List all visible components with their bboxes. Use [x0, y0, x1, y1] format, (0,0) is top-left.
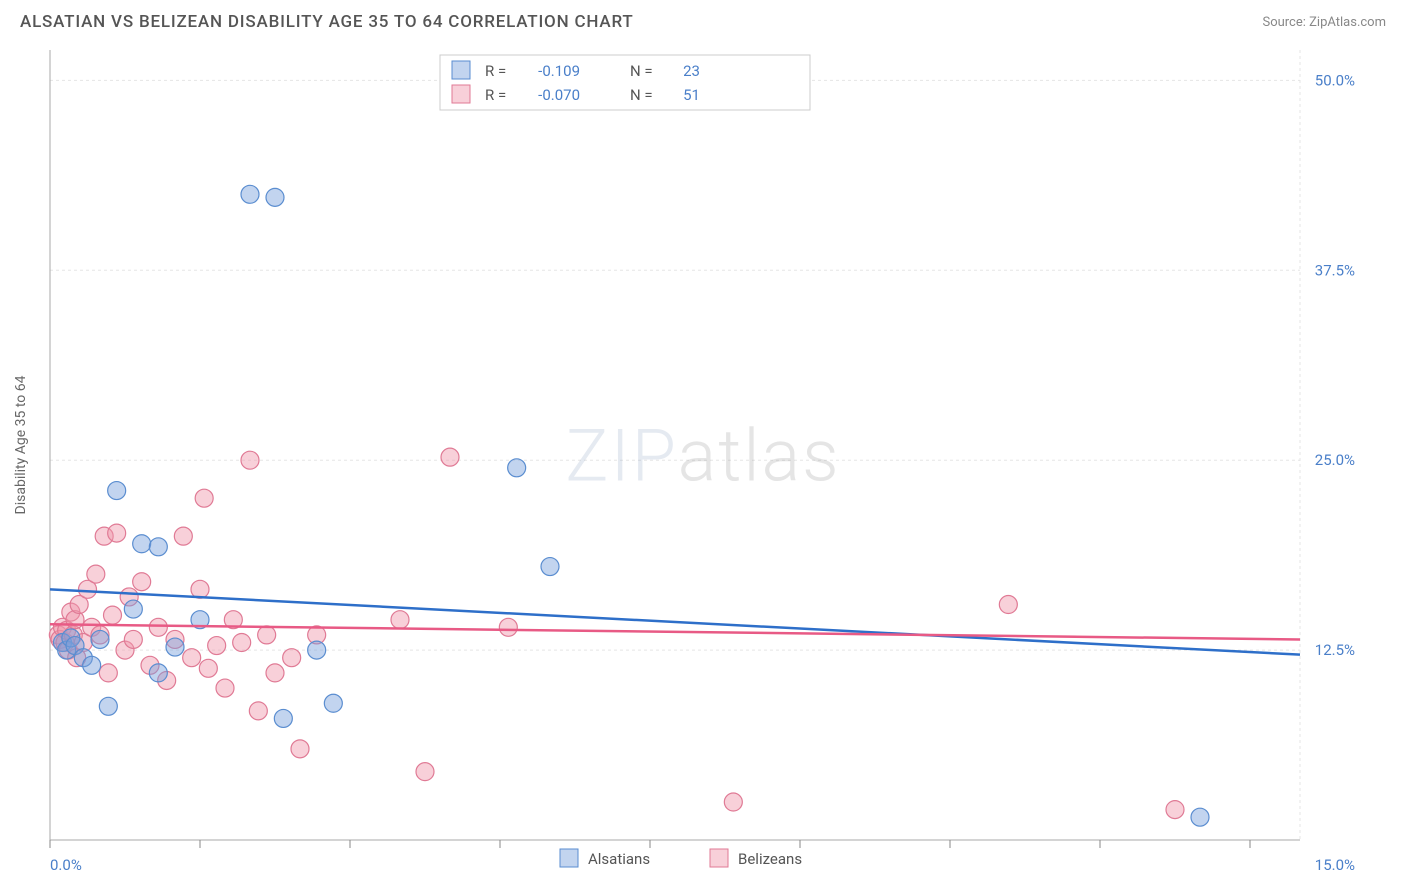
svg-text:Disability Age 35 to 64: Disability Age 35 to 64 [13, 375, 29, 514]
svg-text:R =: R = [485, 62, 506, 80]
svg-text:15.0%: 15.0% [1315, 856, 1355, 874]
svg-text:37.5%: 37.5% [1315, 261, 1355, 279]
svg-text:-0.109: -0.109 [538, 62, 580, 80]
svg-text:-0.070: -0.070 [538, 86, 580, 104]
chart-title: ALSATIAN VS BELIZEAN DISABILITY AGE 35 T… [20, 12, 634, 32]
header: ALSATIAN VS BELIZEAN DISABILITY AGE 35 T… [0, 0, 1406, 40]
svg-text:Belizeans: Belizeans [738, 850, 802, 868]
svg-text:50.0%: 50.0% [1315, 71, 1355, 89]
svg-text:Alsatians: Alsatians [588, 850, 650, 868]
svg-text:N =: N = [630, 86, 653, 104]
svg-text:0.0%: 0.0% [50, 856, 82, 874]
svg-text:12.5%: 12.5% [1315, 641, 1355, 659]
svg-text:N =: N = [630, 62, 653, 80]
svg-text:25.0%: 25.0% [1315, 451, 1355, 469]
chart-container: ZIPatlas 12.5%25.0%37.5%50.0%0.0%15.0%Di… [0, 40, 1406, 880]
source-label: Source: ZipAtlas.com [1262, 15, 1386, 30]
svg-text:R =: R = [485, 86, 506, 104]
svg-text:51: 51 [683, 86, 700, 104]
svg-text:23: 23 [683, 62, 700, 80]
scatter-chart: 12.5% 25.0% 37.5% 50.0% 0.0% 15.0% Disability … [0, 40, 1406, 880]
